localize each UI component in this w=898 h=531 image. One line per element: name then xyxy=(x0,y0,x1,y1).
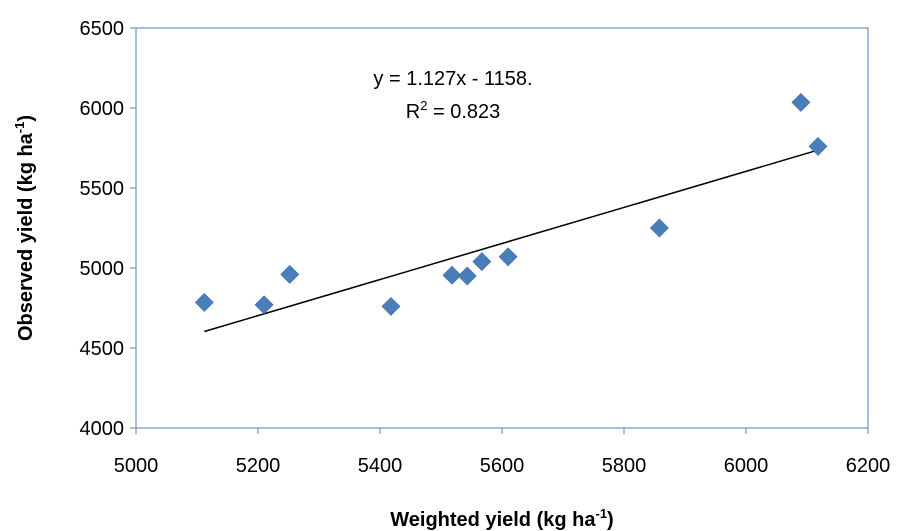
plot-area xyxy=(135,27,869,429)
x-tick-label: 5200 xyxy=(236,455,281,477)
data-point xyxy=(649,218,669,238)
y-tick-label: 4500 xyxy=(80,338,125,360)
data-point xyxy=(791,92,811,112)
y-axis-ticks: 4000 4500 5000 5500 6000 6500 xyxy=(80,18,136,440)
data-point xyxy=(280,264,300,284)
y-tick-label: 5500 xyxy=(80,178,125,200)
x-tick-label: 5000 xyxy=(114,455,159,477)
y-tick-label: 4000 xyxy=(80,418,125,440)
r-squared-label: R2 = 0.823 xyxy=(406,98,501,123)
y-tick-label: 5000 xyxy=(80,258,125,280)
x-axis-ticks: 5000 5200 5400 5600 5800 6000 6200 xyxy=(114,428,891,477)
data-point xyxy=(381,296,401,316)
data-points xyxy=(194,92,828,316)
x-tick-label: 5800 xyxy=(602,455,647,477)
x-tick-label: 6000 xyxy=(724,455,769,477)
y-tick-label: 6000 xyxy=(80,98,125,120)
data-point xyxy=(254,295,274,315)
data-point xyxy=(498,247,518,267)
y-tick-label: 6500 xyxy=(80,18,125,40)
data-point xyxy=(442,265,462,285)
trendline-equation: y = 1.127x - 1158. xyxy=(373,68,532,90)
x-tick-label: 5400 xyxy=(358,455,403,477)
y-axis-title: Observed yield (kg ha-1) xyxy=(12,115,37,341)
x-axis-title: Weighted yield (kg ha-1) xyxy=(390,506,613,531)
data-point xyxy=(194,292,214,312)
data-point xyxy=(457,266,477,286)
trendline xyxy=(204,149,819,333)
x-tick-label: 5600 xyxy=(480,455,525,477)
data-point xyxy=(472,252,492,272)
data-point xyxy=(808,136,828,156)
x-tick-label: 6200 xyxy=(846,455,891,477)
